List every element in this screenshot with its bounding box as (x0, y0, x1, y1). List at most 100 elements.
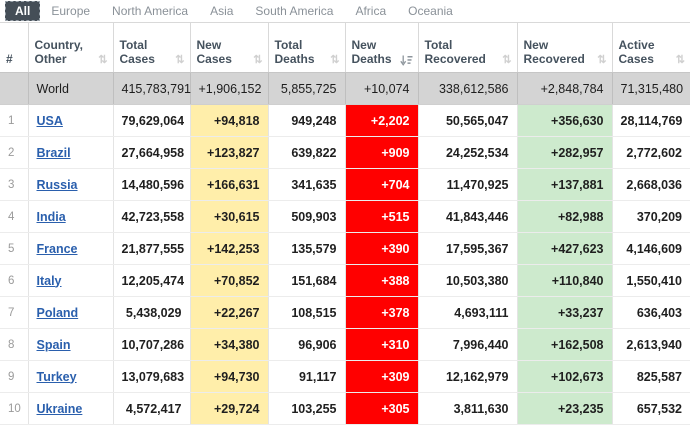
table-row: 9 Turkey 13,079,683 +94,730 91,117 +309 … (0, 360, 690, 393)
new-cases-cell: +166,631 (190, 168, 269, 201)
tab-asia[interactable]: Asia (210, 4, 234, 18)
new-recovered-cell: +23,235 (517, 392, 613, 425)
header-label: Cases (196, 52, 232, 66)
country-link[interactable]: India (36, 209, 66, 224)
total-cases-cell: 21,877,555 (113, 232, 191, 265)
new-recovered-cell: +356,630 (517, 104, 613, 137)
header-label: Other (34, 52, 67, 66)
new-recovered-cell: +110,840 (517, 264, 613, 297)
table-body: World 415,783,791 +1,906,152 5,855,725 +… (0, 72, 690, 425)
active-cases-cell: 2,772,602 (612, 136, 690, 169)
new-recovered-cell: +162,508 (517, 328, 613, 361)
tab-all[interactable]: All (5, 1, 41, 21)
header-label: Recovered (523, 52, 585, 66)
header-label: Deaths (351, 52, 392, 66)
header-label: New (196, 38, 222, 52)
table-row: 2 Brazil 27,664,958 +123,827 639,822 +90… (0, 136, 690, 169)
tab-africa[interactable]: Africa (355, 4, 387, 18)
tab-north-america[interactable]: North America (112, 4, 189, 18)
total-deaths-cell: 108,515 (268, 296, 346, 329)
new-recovered-cell: +33,237 (517, 296, 613, 329)
total-deaths-cell: 151,684 (268, 264, 346, 297)
sort-icon[interactable]: ⇅ (253, 54, 263, 66)
rank-cell: 3 (0, 168, 29, 201)
sort-desc-icon[interactable] (399, 55, 413, 66)
header-label: Total (119, 38, 148, 52)
country-link[interactable]: Spain (36, 337, 71, 352)
header-label: Country, (34, 38, 83, 52)
country-link[interactable]: Italy (36, 273, 62, 288)
sort-icon[interactable]: ⇅ (502, 54, 512, 66)
sort-icon[interactable]: ⇅ (597, 54, 607, 66)
new-recovered-cell: +2,848,784 (517, 72, 613, 105)
header-label: Recovered (424, 52, 486, 66)
active-cases-cell: 636,403 (612, 296, 690, 329)
rank-cell: 1 (0, 104, 29, 137)
total-recovered-cell: 7,996,440 (418, 328, 518, 361)
sort-icon[interactable]: ⇅ (98, 54, 108, 66)
country-link[interactable]: Russia (36, 177, 78, 192)
rank-cell: 7 (0, 296, 29, 329)
country-link[interactable]: France (36, 241, 78, 256)
country-link[interactable]: Poland (36, 305, 79, 320)
table-row: 3 Russia 14,480,596 +166,631 341,635 +70… (0, 168, 690, 201)
sort-icon[interactable]: ⇅ (175, 54, 185, 66)
new-deaths-cell: +305 (345, 392, 419, 425)
col-header-total-recovered[interactable]: Total Recovered ⇅ (418, 22, 518, 73)
total-cases-cell: 42,723,558 (113, 200, 191, 233)
country-link[interactable]: USA (36, 113, 63, 128)
col-header-total-cases[interactable]: Total Cases ⇅ (113, 22, 191, 73)
sort-icon[interactable]: ⇅ (330, 54, 340, 66)
col-header-new-deaths[interactable]: New Deaths (345, 22, 419, 73)
total-recovered-cell: 338,612,586 (418, 72, 518, 105)
new-cases-cell: +123,827 (190, 136, 269, 169)
header-label: Total (274, 38, 303, 52)
header-label: New (351, 38, 377, 52)
header-label: Cases (119, 52, 155, 66)
col-header-country[interactable]: Country, Other ⇅ (28, 22, 114, 73)
new-cases-cell: +94,818 (190, 104, 269, 137)
tab-oceania[interactable]: Oceania (408, 4, 453, 18)
country-link[interactable]: Turkey (36, 369, 77, 384)
tab-europe[interactable]: Europe (51, 4, 91, 18)
table-row: 10 Ukraine 4,572,417 +29,724 103,255 +30… (0, 392, 690, 425)
new-cases-cell: +30,615 (190, 200, 269, 233)
country-cell: USA (28, 104, 114, 137)
rank-cell: 6 (0, 264, 29, 297)
new-recovered-cell: +102,673 (517, 360, 613, 393)
total-cases-cell: 27,664,958 (113, 136, 191, 169)
country-link[interactable]: Ukraine (36, 401, 83, 416)
active-cases-cell: 657,532 (612, 392, 690, 425)
header-label: Deaths (274, 52, 315, 66)
table-row: 6 Italy 12,205,474 +70,852 151,684 +388 … (0, 264, 690, 297)
total-deaths-cell: 949,248 (268, 104, 346, 137)
new-deaths-cell: +390 (345, 232, 419, 265)
total-deaths-cell: 509,903 (268, 200, 346, 233)
total-recovered-cell: 12,162,979 (418, 360, 518, 393)
active-cases-cell: 28,114,769 (612, 104, 690, 137)
col-header-active-cases[interactable]: Active Cases ⇅ (612, 22, 690, 73)
total-recovered-cell: 41,843,446 (418, 200, 518, 233)
tab-south-america[interactable]: South America (255, 4, 334, 18)
total-cases-cell: 12,205,474 (113, 264, 191, 297)
sort-icon[interactable]: ⇅ (675, 54, 685, 66)
total-cases-cell: 10,707,286 (113, 328, 191, 361)
country-cell: Russia (28, 168, 114, 201)
total-recovered-cell: 3,811,630 (418, 392, 518, 425)
active-cases-cell: 71,315,480 (612, 72, 690, 105)
rank-cell: 10 (0, 392, 29, 425)
active-cases-cell: 1,550,410 (612, 264, 690, 297)
header-label: Cases (618, 52, 654, 66)
total-deaths-cell: 96,906 (268, 328, 346, 361)
col-header-total-deaths[interactable]: Total Deaths ⇅ (268, 22, 346, 73)
country-link[interactable]: Brazil (36, 145, 71, 160)
active-cases-cell: 2,668,036 (612, 168, 690, 201)
col-header-new-cases[interactable]: New Cases ⇅ (190, 22, 269, 73)
col-header-new-recovered[interactable]: New Recovered ⇅ (517, 22, 613, 73)
country-cell: Italy (28, 264, 114, 297)
country-cell: India (28, 200, 114, 233)
world-row: World 415,783,791 +1,906,152 5,855,725 +… (0, 72, 690, 105)
col-header-rank: # (0, 22, 29, 73)
new-cases-cell: +29,724 (190, 392, 269, 425)
header-row: # Country, Other ⇅ Total Cases ⇅ New Cases… (0, 22, 690, 73)
